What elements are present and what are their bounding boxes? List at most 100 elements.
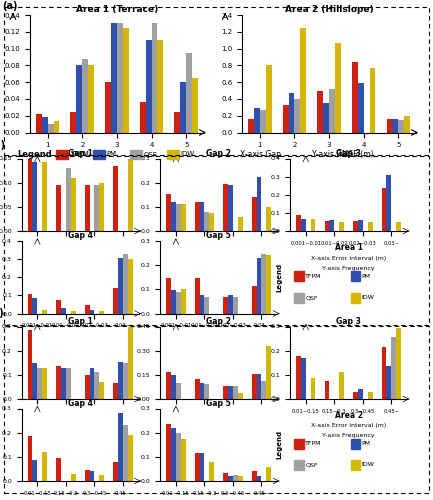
Bar [152, 24, 158, 132]
Bar [128, 435, 132, 481]
Bar [368, 392, 372, 399]
Bar [90, 310, 94, 314]
Bar [128, 320, 132, 399]
Text: (b): (b) [0, 140, 5, 150]
Bar [117, 24, 123, 132]
Bar [352, 62, 358, 132]
Title: Gap 2: Gap 2 [206, 316, 231, 326]
Bar [200, 453, 204, 481]
Bar [118, 258, 123, 314]
Title: Area 1 (Terrace): Area 1 (Terrace) [76, 5, 158, 14]
Bar [223, 472, 228, 481]
Bar [233, 386, 238, 399]
Bar [71, 178, 75, 231]
Bar [123, 363, 128, 399]
Bar [195, 278, 200, 314]
Bar [71, 474, 75, 481]
Bar [90, 472, 94, 481]
Bar [370, 68, 375, 132]
Bar [176, 292, 181, 314]
Bar [42, 116, 48, 132]
Bar [387, 175, 391, 231]
Text: IDW: IDW [362, 462, 375, 468]
Bar [209, 213, 214, 231]
Bar [32, 363, 37, 399]
Bar [223, 297, 228, 314]
Bar [238, 216, 242, 231]
Bar [166, 424, 171, 481]
Bar [368, 222, 372, 231]
Bar [396, 222, 401, 231]
Bar [323, 103, 329, 132]
Bar [171, 202, 176, 231]
Bar [353, 392, 358, 399]
Bar [113, 288, 118, 314]
Bar [228, 294, 233, 314]
Bar [66, 168, 71, 231]
Bar [387, 119, 392, 132]
Bar [85, 375, 90, 399]
Text: Y-axis Frequency: Y-axis Frequency [322, 266, 375, 271]
Text: (a): (a) [3, 2, 18, 12]
Bar [252, 472, 257, 481]
Bar [200, 202, 204, 231]
Bar [296, 356, 301, 399]
Title: Gap 1: Gap 1 [68, 148, 93, 158]
Bar [56, 300, 61, 314]
Bar [32, 460, 37, 481]
Bar [176, 383, 181, 399]
Bar [339, 372, 344, 399]
Bar [404, 116, 410, 132]
Bar [339, 222, 344, 231]
Title: Gap 3: Gap 3 [336, 316, 361, 326]
Bar [228, 386, 233, 399]
Bar [90, 368, 94, 399]
Bar [254, 108, 260, 132]
Text: PM: PM [362, 274, 371, 278]
Bar [113, 166, 118, 231]
Bar [54, 120, 59, 132]
Text: X-axis Error interval (m): X-axis Error interval (m) [311, 256, 386, 261]
Bar [200, 294, 204, 314]
Bar [56, 366, 61, 399]
Bar [32, 298, 37, 314]
Text: TKPM: TKPM [70, 152, 89, 158]
Bar [209, 462, 214, 481]
Bar [28, 158, 32, 231]
Bar [358, 220, 363, 231]
Bar [42, 310, 47, 314]
Bar [301, 358, 306, 399]
Bar [76, 66, 82, 132]
Bar [266, 466, 271, 481]
Bar [56, 185, 61, 231]
Text: Area 2: Area 2 [335, 411, 362, 420]
Bar [180, 82, 186, 132]
Bar [262, 254, 266, 314]
Bar [186, 53, 192, 132]
Bar [99, 382, 104, 399]
Text: TFPM: TFPM [305, 441, 322, 446]
Bar [28, 330, 32, 399]
Text: QSF: QSF [305, 462, 318, 468]
Bar [166, 372, 171, 399]
Bar [28, 436, 32, 481]
Bar [387, 366, 391, 399]
Bar [32, 162, 37, 231]
Bar [71, 311, 75, 314]
Bar [36, 114, 42, 132]
Bar [260, 110, 266, 132]
Bar [166, 194, 171, 231]
Text: Legend: Legend [276, 430, 282, 460]
Title: Gap 4: Gap 4 [68, 398, 93, 407]
Title: Gap 4: Gap 4 [68, 231, 93, 240]
Bar [181, 290, 186, 314]
Bar [94, 372, 99, 399]
Bar [123, 254, 128, 314]
Bar [310, 218, 316, 231]
Bar [111, 24, 117, 132]
Bar [181, 204, 186, 231]
Bar [82, 60, 88, 132]
Bar [301, 218, 306, 231]
Title: Gap 3: Gap 3 [336, 148, 361, 158]
Bar [283, 105, 288, 132]
